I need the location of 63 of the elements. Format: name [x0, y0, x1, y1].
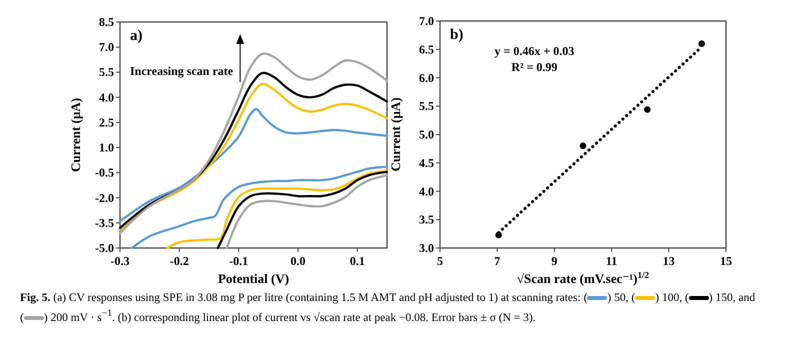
chart-title: a) — [130, 28, 142, 44]
y-tick-label: 3.0 — [419, 241, 434, 255]
text: , and — [732, 292, 756, 304]
y-tick-label: 1.0 — [99, 140, 114, 155]
y-tick-label: -0.5 — [95, 166, 114, 180]
text: ( — [584, 292, 588, 304]
text: ) — [607, 292, 612, 304]
y-tick-label: 4.0 — [99, 90, 114, 104]
text: ) — [44, 312, 48, 324]
legend-label: 100 — [662, 292, 680, 304]
legend-label: 200 — [50, 312, 68, 324]
x-tick-label: -0.3 — [110, 254, 130, 268]
y-tick-label: 6.0 — [419, 70, 434, 85]
chart-title: b) — [450, 27, 464, 43]
text: , — [626, 292, 630, 304]
x-tick-label: 7 — [494, 254, 500, 268]
x-tick-label: 15 — [720, 254, 732, 268]
y-tick-label: 3.5 — [419, 212, 434, 227]
x-tick-label: 13 — [662, 254, 675, 268]
y-tick-label: 6.5 — [419, 42, 434, 56]
line-series — [118, 108, 388, 222]
y-tick-label: 7.0 — [419, 14, 434, 28]
y-tick-label: 5.0 — [419, 128, 434, 142]
text: ( — [631, 292, 636, 304]
text: ( — [684, 292, 689, 304]
x-tick-label: 11 — [606, 254, 618, 268]
x-tick-label: -0.2 — [170, 254, 189, 268]
line-series — [166, 170, 388, 250]
y-tick-label: 8.5 — [99, 15, 114, 29]
text: ) — [655, 292, 660, 304]
text: (a) CV responses using SPE in 3.08 mg P per litre (containing 1.5 M AMT and pH adjusted to 1) at scanning rates: — [53, 292, 581, 304]
y-tick-label: -2.0 — [95, 190, 114, 205]
legend-label: 50 — [614, 292, 626, 304]
legend-label: 150 — [716, 292, 733, 304]
y-tick-label: -5.0 — [95, 241, 114, 255]
text: ) — [708, 292, 713, 304]
y-axis-title: Current (µA) — [388, 97, 403, 172]
line-series — [130, 166, 388, 250]
y-tick-label: 5.5 — [99, 65, 114, 80]
y-axis-title: Current (µA) — [68, 98, 83, 172]
x-axis-title: √Scan rate (mV.sec⁻¹)$^{1/2}$ — [516, 270, 650, 286]
y-tick-label: 4.0 — [419, 184, 434, 198]
caption: Fig. 5. — [20, 292, 50, 304]
y-tick-label: 7.0 — [99, 40, 114, 54]
x-tick-label: 5 — [437, 254, 443, 268]
annotation: Increasing scan rate — [130, 64, 234, 78]
point — [644, 106, 651, 113]
x-tick-label: -0.1 — [229, 254, 248, 268]
annotation: R² = 0.99 — [511, 60, 558, 74]
text: mV · s$^{−1}$. (b) corresponding linear plot of current vs √scan rate at peak −0.08. Error bars ± σ (N = 3). — [70, 308, 536, 324]
text: , — [679, 292, 682, 304]
point — [580, 142, 586, 150]
text: ( — [20, 312, 24, 324]
y-tick-label: 5.5 — [419, 99, 434, 114]
y-tick-label: -3.5 — [95, 216, 114, 230]
x-tick-label: 9 — [551, 254, 558, 268]
x-axis-title: Potential (V) — [218, 271, 290, 286]
point — [698, 40, 705, 47]
x-tick-label: 0.1 — [350, 254, 365, 268]
x-tick-label: 0.0 — [290, 254, 306, 268]
annotation: y = 0.46x + 0.03 — [494, 44, 574, 58]
y-tick-label: 2.5 — [99, 115, 114, 130]
y-tick-label: 4.5 — [419, 156, 434, 170]
